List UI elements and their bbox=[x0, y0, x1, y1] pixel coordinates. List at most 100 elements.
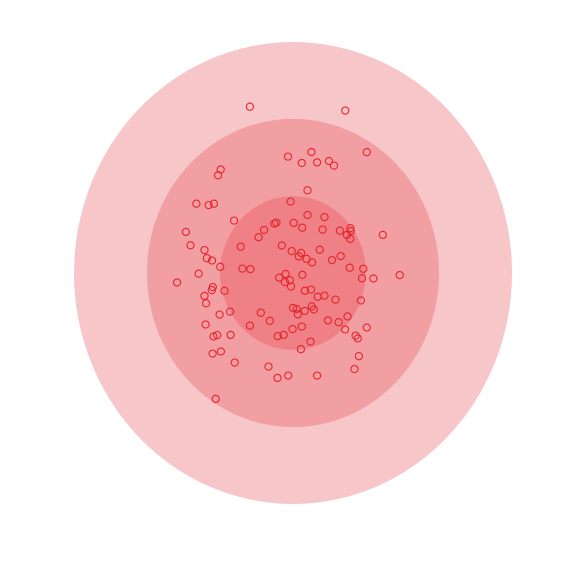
data-point bbox=[283, 152, 293, 161]
data-point bbox=[287, 246, 296, 256]
data-point bbox=[343, 312, 352, 321]
data-point bbox=[236, 242, 245, 251]
data-point bbox=[230, 358, 239, 367]
data-point bbox=[285, 276, 295, 285]
data-point bbox=[277, 241, 286, 250]
data-point bbox=[346, 224, 355, 233]
data-point bbox=[256, 308, 265, 317]
data-point bbox=[209, 332, 218, 341]
data-point bbox=[335, 226, 345, 235]
data-point bbox=[297, 322, 306, 331]
data-point bbox=[359, 264, 368, 273]
data-point bbox=[245, 102, 255, 111]
data-point bbox=[395, 270, 404, 280]
data-point bbox=[238, 264, 247, 273]
data-point bbox=[220, 286, 229, 295]
data-point bbox=[208, 349, 217, 358]
data-point bbox=[353, 334, 362, 343]
data-point bbox=[209, 199, 219, 208]
rings-layer bbox=[74, 42, 512, 504]
data-point bbox=[289, 218, 298, 228]
data-point bbox=[213, 330, 222, 340]
data-point bbox=[200, 291, 209, 301]
data-point bbox=[309, 305, 318, 314]
data-point bbox=[288, 303, 298, 313]
data-point bbox=[369, 274, 378, 283]
data-point bbox=[306, 337, 315, 346]
data-point bbox=[207, 256, 217, 265]
data-point bbox=[312, 158, 322, 167]
data-point bbox=[354, 352, 364, 361]
data-point bbox=[324, 156, 334, 166]
data-point bbox=[213, 171, 223, 180]
data-point bbox=[303, 186, 312, 195]
data-point bbox=[307, 147, 316, 157]
data-point bbox=[297, 158, 306, 168]
data-point bbox=[320, 212, 329, 222]
data-point bbox=[275, 273, 284, 282]
data-point bbox=[279, 330, 288, 340]
data-point bbox=[300, 286, 309, 295]
data-point bbox=[298, 223, 307, 232]
data-point bbox=[340, 325, 350, 334]
data-point bbox=[362, 323, 371, 332]
data-point bbox=[350, 364, 359, 374]
data-point bbox=[312, 371, 322, 380]
data-point bbox=[294, 252, 303, 261]
data-point bbox=[362, 148, 371, 157]
data-point bbox=[273, 373, 282, 383]
data-point bbox=[336, 251, 345, 261]
data-point bbox=[346, 234, 355, 243]
data-point bbox=[215, 310, 224, 319]
data-point bbox=[345, 263, 354, 272]
data-point bbox=[288, 324, 297, 334]
data-point bbox=[284, 371, 293, 380]
data-point bbox=[226, 330, 235, 340]
data-point bbox=[296, 345, 306, 354]
data-point bbox=[300, 306, 309, 316]
data-point bbox=[246, 264, 255, 274]
data-point bbox=[201, 320, 210, 329]
data-point bbox=[272, 218, 281, 227]
data-point bbox=[307, 258, 317, 267]
data-point bbox=[280, 278, 290, 287]
data-point bbox=[204, 200, 213, 210]
data-point bbox=[323, 316, 333, 325]
data-point bbox=[298, 270, 307, 279]
data-point bbox=[281, 269, 290, 279]
data-point bbox=[202, 254, 212, 263]
data-point bbox=[351, 331, 360, 340]
data-point bbox=[211, 394, 220, 404]
data-point bbox=[200, 245, 209, 255]
data-point bbox=[192, 199, 201, 208]
data-point bbox=[245, 321, 255, 330]
data-point bbox=[286, 197, 295, 206]
data-point bbox=[293, 310, 302, 319]
data-point bbox=[327, 255, 337, 265]
data-point bbox=[303, 210, 312, 220]
data-point bbox=[254, 233, 263, 242]
data-point bbox=[216, 347, 226, 356]
data-point bbox=[315, 245, 324, 254]
points-layer bbox=[172, 102, 404, 404]
data-point bbox=[172, 278, 182, 287]
data-point bbox=[306, 285, 316, 294]
data-point bbox=[356, 296, 366, 305]
data-point bbox=[186, 241, 195, 250]
data-point bbox=[313, 292, 322, 301]
data-point bbox=[264, 362, 273, 371]
data-point bbox=[329, 161, 339, 170]
data-point bbox=[331, 295, 340, 304]
data-point bbox=[259, 225, 269, 235]
data-point bbox=[229, 216, 239, 225]
data-point bbox=[225, 307, 235, 316]
data-point bbox=[265, 316, 274, 325]
data-point bbox=[273, 331, 282, 341]
data-point bbox=[334, 318, 343, 327]
data-point bbox=[181, 227, 191, 237]
data-point bbox=[378, 230, 387, 240]
data-point bbox=[216, 262, 225, 271]
data-point bbox=[194, 269, 203, 278]
data-point bbox=[318, 225, 327, 234]
